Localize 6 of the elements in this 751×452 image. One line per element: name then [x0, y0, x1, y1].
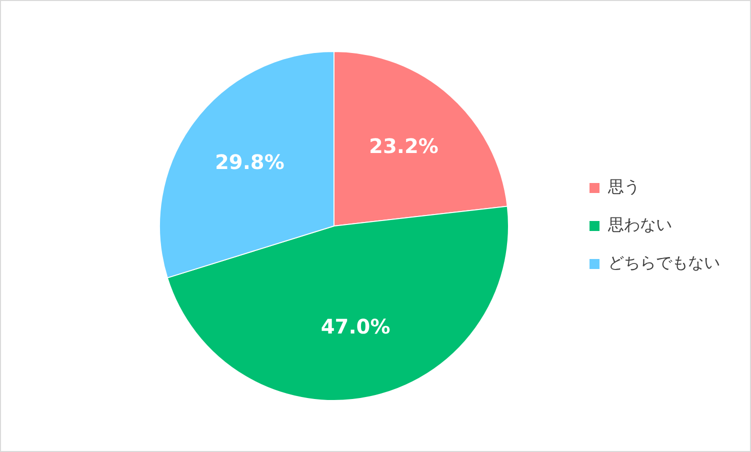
- data-label: 47.0%: [320, 314, 390, 339]
- data-label: 29.8%: [214, 150, 284, 174]
- data-label: 23.2%: [369, 134, 438, 158]
- legend-label: どちらでもない: [608, 253, 720, 272]
- legend-label: 思わない: [607, 215, 672, 234]
- legend-label: 思う: [607, 177, 640, 196]
